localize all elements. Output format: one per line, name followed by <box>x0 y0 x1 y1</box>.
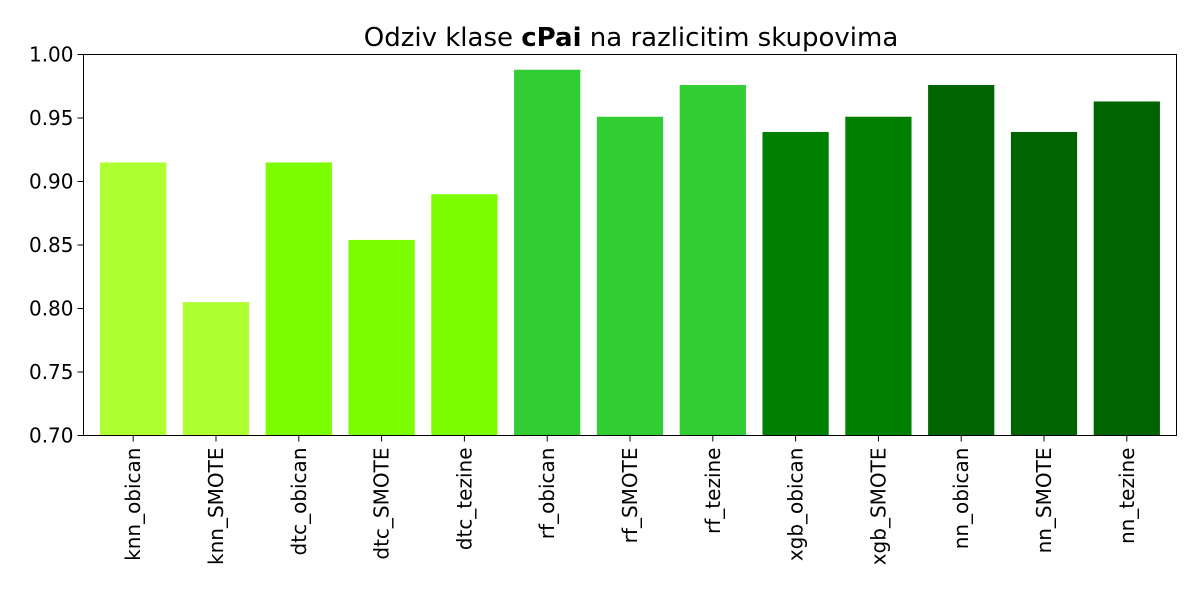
x-tick-label-dtc_obican: dtc_obican <box>287 448 311 556</box>
y-tick-label: 0.85 <box>29 233 74 257</box>
bar-rf_obican <box>514 69 581 436</box>
chart-title-bold: cPai <box>521 23 581 53</box>
axes-frame <box>83 54 1177 436</box>
y-tick-label: 0.90 <box>29 170 74 194</box>
bar-rf_tezine <box>679 84 746 436</box>
x-tick-label-knn_obican: knn_obican <box>121 448 145 561</box>
x-tick-label-xgb_obican: xgb_obican <box>784 448 808 562</box>
x-tick-label-rf_obican: rf_obican <box>535 448 559 540</box>
x-tick-label-nn_SMOTE: nn_SMOTE <box>1032 448 1056 554</box>
bar-xgb_obican <box>762 131 829 436</box>
y-tick-label: 0.80 <box>29 297 74 321</box>
x-axis: knn_obican knn_SMOTE dtc_obican dtc_SMOTE dt… <box>121 435 1139 566</box>
y-tick-label: 0.95 <box>29 106 74 130</box>
bar-knn_obican <box>100 162 167 436</box>
x-tick-label-nn_obican: nn_obican <box>949 448 973 550</box>
bar-knn_SMOTE <box>182 302 250 436</box>
bar-rf_SMOTE <box>596 116 664 436</box>
x-tick-label-dtc_tezine: dtc_tezine <box>452 447 476 550</box>
bars-layer <box>100 69 1160 436</box>
x-tick-label-knn_SMOTE: knn_SMOTE <box>204 448 228 565</box>
y-axis: 0.70 0.75 0.80 0.85 0.90 0.95 1.00 <box>29 43 84 448</box>
bar-dtc_tezine <box>431 194 498 436</box>
y-tick-label: 1.00 <box>29 43 74 67</box>
bar-nn_tezine <box>1093 101 1160 436</box>
bar-dtc_obican <box>265 162 332 436</box>
chart-title: Odziv klase cPai na razlicitim skupovima <box>364 23 899 53</box>
chart-title-suffix: na razlicitim skupovima <box>582 23 899 53</box>
x-tick-label-rf_SMOTE: rf_SMOTE <box>618 448 642 544</box>
bar-nn_obican <box>928 84 995 436</box>
y-tick-label: 0.75 <box>29 360 74 384</box>
x-tick-label-dtc_SMOTE: dtc_SMOTE <box>370 448 394 560</box>
x-tick-label-nn_tezine: nn_tezine <box>1115 448 1139 545</box>
x-tick-label-xgb_SMOTE: xgb_SMOTE <box>866 448 890 566</box>
bar-dtc_SMOTE <box>348 239 415 436</box>
x-tick-label-rf_tezine: rf_tezine <box>701 448 725 534</box>
chart-title-prefix: Odziv klase <box>364 23 522 53</box>
bar-xgb_SMOTE <box>845 116 912 436</box>
y-tick-label: 0.70 <box>29 424 74 448</box>
bar-nn_SMOTE <box>1010 131 1078 436</box>
